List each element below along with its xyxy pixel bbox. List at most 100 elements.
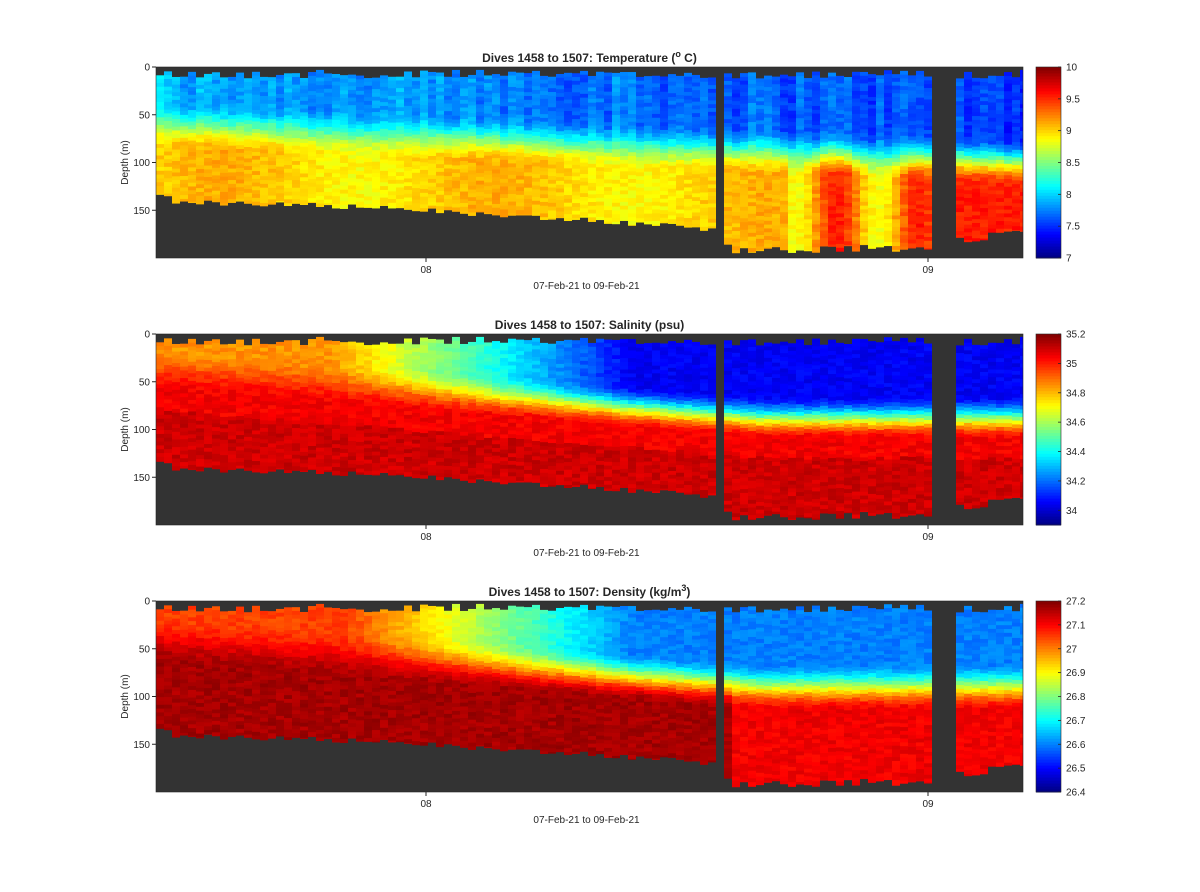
heatmap-cell [228,343,236,349]
heatmap-cell [332,135,340,140]
heatmap-cell [324,405,332,410]
heatmap-cell [724,80,732,86]
heatmap-cell [428,79,436,85]
heatmap-cell [244,89,252,95]
heatmap-cell [508,86,516,92]
heatmap-cell [524,157,532,162]
heatmap-cell [204,463,212,468]
heatmap-cell [724,161,732,166]
heatmap-cell [348,139,356,144]
heatmap-cell [348,86,356,91]
heatmap-cell [860,201,868,207]
heatmap-cell [316,401,324,407]
heatmap-cell [252,171,260,176]
heatmap-cell [188,167,196,172]
heatmap-cell [956,105,964,110]
heatmap-cell [244,166,252,171]
heatmap-cell [324,359,332,364]
heatmap-cell [780,208,788,213]
heatmap-cell [892,169,900,175]
heatmap-cell [428,75,436,81]
heatmap-cell [524,80,532,86]
heatmap-cell [252,163,260,168]
heatmap-cell [372,184,380,190]
chart-title: Dives 1458 to 1507: Temperature (o C) [482,49,697,65]
heatmap-cell [444,122,452,128]
heatmap-cell [708,77,716,82]
heatmap-cell [220,466,228,472]
heatmap-cell [828,168,836,173]
heatmap-cell [772,114,780,120]
heatmap-cell [804,188,812,194]
heatmap-cell [996,182,1004,188]
heatmap-cell [268,153,276,158]
heatmap-cell [1012,191,1020,197]
heatmap-cell [740,99,748,105]
heatmap-cell [348,101,356,106]
heatmap-cell [252,441,260,447]
heatmap-cell [1020,165,1023,170]
heatmap-cell [1020,150,1023,155]
heatmap-cell [412,107,420,113]
heatmap-cell [420,120,428,125]
heatmap-cell [780,116,788,122]
heatmap-cell [380,83,388,88]
heatmap-cell [540,91,548,96]
heatmap-cell [820,219,828,224]
heatmap-cell [172,370,180,376]
heatmap-cell [356,171,364,176]
heatmap-cell [468,155,476,160]
heatmap-cell [428,201,436,207]
heatmap-cell [212,148,220,154]
heatmap-cell [604,213,612,219]
heatmap-cell [756,158,764,164]
heatmap-cell [524,88,532,93]
heatmap-cell [292,401,300,406]
heatmap-cell [204,356,212,361]
heatmap-cell [212,362,220,367]
heatmap-cell [332,146,340,151]
heatmap-cell [652,91,660,96]
heatmap-cell [604,103,612,108]
heatmap-cell [732,154,740,160]
heatmap-cell [572,126,580,132]
heatmap-cell [668,123,676,129]
heatmap-cell [196,169,204,174]
heatmap-cell [500,152,508,157]
heatmap-cell [780,242,788,248]
heatmap-cell [572,168,580,174]
heatmap-cell [708,222,716,228]
heatmap-cell [420,154,428,160]
heatmap-cell [164,445,172,450]
heatmap-cell [588,95,596,100]
heatmap-cell [996,114,1004,119]
heatmap-cell [388,168,396,173]
heatmap-cell [676,198,684,203]
heatmap-cell [636,149,644,154]
heatmap-cell [692,132,700,137]
heatmap-cell [684,103,692,108]
heatmap-cell [188,136,196,142]
heatmap-cell [796,160,804,165]
heatmap-cell [308,442,316,447]
heatmap-cell [612,198,620,204]
heatmap-cell [340,143,348,149]
heatmap-cell [212,385,220,390]
heatmap-cell [300,112,308,117]
heatmap-cell [604,202,612,207]
heatmap-cell [596,83,604,88]
heatmap-cell [324,390,332,395]
colorbar-segment [1036,252,1061,256]
heatmap-cell [812,247,820,252]
heatmap-cell [908,151,916,157]
heatmap-cell [532,154,540,160]
heatmap-cell [196,184,204,189]
heatmap-cell [964,224,972,230]
heatmap-cell [572,119,580,124]
heatmap-cell [588,202,596,207]
heatmap-cell [900,204,908,209]
heatmap-cell [628,179,636,184]
heatmap-cell [356,178,364,184]
heatmap-cell [228,84,236,89]
heatmap-cell [228,176,236,181]
